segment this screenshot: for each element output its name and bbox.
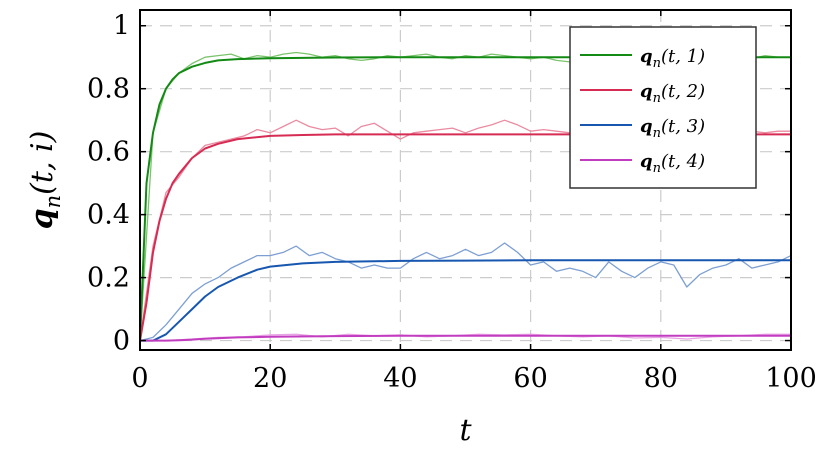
legend: qn(t, 1) qn(t, 2) qn(t, 3) qn(t, 4) (569, 26, 757, 189)
legend-label-3: qn(t, 3) (640, 116, 705, 141)
y-tick-label: 0.8 (87, 74, 130, 105)
series-line-4 (140, 334, 791, 342)
y-tick-label: 0 (113, 326, 130, 357)
y-tick-label: 0.6 (87, 137, 130, 168)
x-tick-label: 100 (765, 363, 817, 394)
legend-label-4: qn(t, 4) (640, 151, 705, 176)
plot-frame (139, 9, 792, 351)
x-tick-label: 0 (131, 363, 148, 394)
y-tick-label: 0.4 (87, 200, 130, 231)
x-tick-label: 20 (253, 363, 287, 394)
series-line-3 (140, 259, 791, 342)
y-axis-label: qn(t, i) (25, 131, 65, 230)
legend-label-2: qn(t, 2) (640, 81, 705, 106)
x-tick-label: 40 (383, 363, 417, 394)
ticks: 0 20 40 60 80 100 0 0.2 0.4 0.6 0.8 1 (87, 10, 817, 394)
legend-box (569, 26, 757, 189)
y-tick-label: 0.2 (87, 263, 130, 294)
legend-label-1: qn(t, 1) (640, 46, 705, 71)
y-tick-label: 1 (113, 11, 130, 42)
noisy-series-line-3 (139, 242, 792, 342)
x-tick-label: 80 (644, 363, 678, 394)
axis-labels: t qn(t, i) (25, 131, 472, 448)
x-axis-label: t (459, 413, 472, 448)
x-tick-label: 60 (513, 363, 547, 394)
